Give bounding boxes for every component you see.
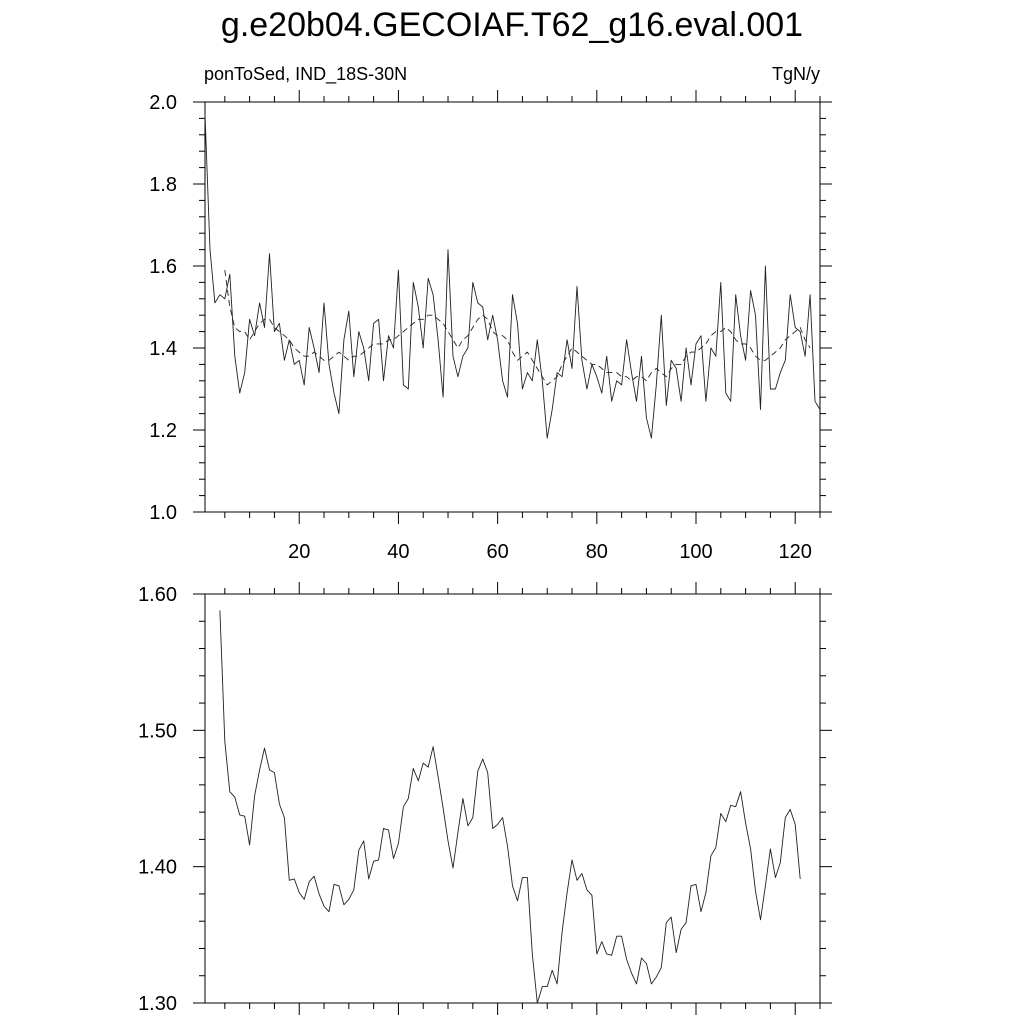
chart-title: g.e20b04.GECOIAF.T62_g16.eval.001 — [220, 6, 804, 44]
x-tick-label: 80 — [586, 541, 608, 563]
top-panel: 1.0 1.2 1.4 1.6 1.8 2.0 20 40 60 80 100 120 — [149, 90, 832, 563]
series-line-dashed — [224, 270, 811, 386]
y-tick-label: 1.2 — [149, 420, 177, 442]
y-tick-label: 1.40 — [138, 857, 177, 879]
units-label: TgN/y — [771, 64, 820, 84]
y-tick-label: 1.4 — [149, 338, 177, 360]
x-tick-label: 100 — [679, 541, 712, 563]
series-line-solid — [219, 610, 801, 1004]
plot-frame — [204, 593, 821, 1004]
y-tick-label: 1.60 — [138, 584, 177, 606]
y-tick-label: 1.0 — [149, 502, 177, 524]
y-tick-label: 2.0 — [149, 92, 177, 114]
variable-region-label: ponToSed, IND_18S-30N — [204, 64, 408, 84]
plot-frame — [204, 101, 821, 513]
y-tick-label: 1.50 — [138, 720, 177, 742]
y-tick-label: 1.6 — [149, 256, 177, 278]
x-tick-label: 120 — [779, 541, 812, 563]
x-tick-label: 20 — [288, 541, 310, 563]
series-line-solid — [204, 114, 821, 439]
y-tick-label: 1.8 — [149, 174, 177, 196]
x-tick-label: 60 — [486, 541, 508, 563]
bottom-panel: 1.30 1.40 1.50 1.60 — [138, 582, 832, 1015]
x-tick-label: 40 — [387, 541, 409, 563]
y-tick-label: 1.30 — [138, 993, 177, 1015]
